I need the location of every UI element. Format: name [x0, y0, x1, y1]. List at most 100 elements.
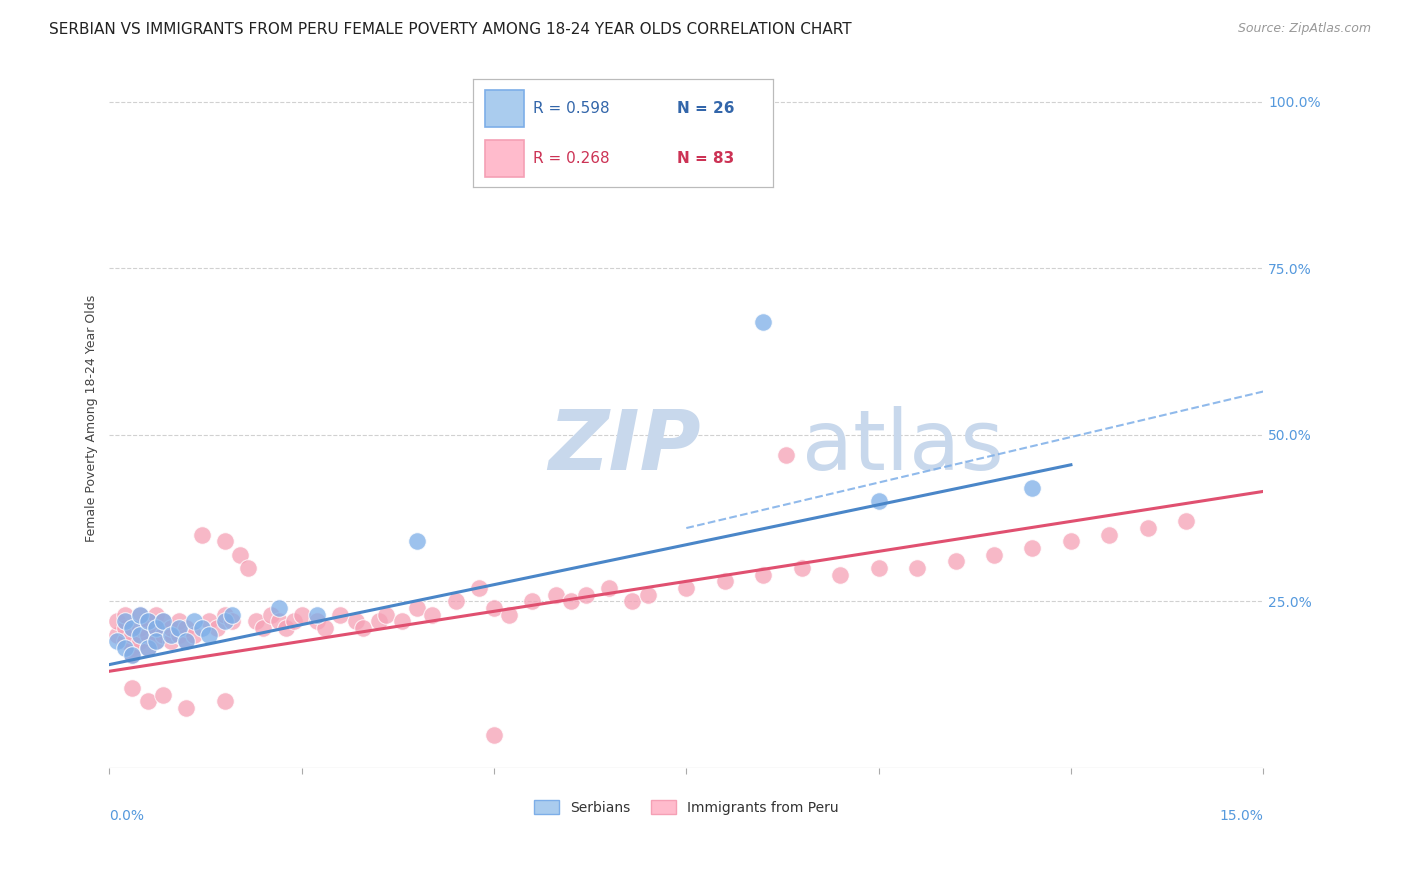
- Point: [1098, 527, 1121, 541]
- Text: 15.0%: 15.0%: [1219, 809, 1263, 823]
- Point: [121, 640, 143, 655]
- Point: [1021, 541, 1043, 555]
- Point: [260, 607, 283, 622]
- Point: [160, 627, 183, 641]
- Point: [1136, 521, 1159, 535]
- Point: [105, 634, 128, 648]
- Point: [329, 607, 352, 622]
- Point: [198, 627, 221, 641]
- Point: [375, 607, 398, 622]
- Point: [152, 615, 174, 629]
- Point: [467, 581, 489, 595]
- Point: [160, 634, 183, 648]
- Point: [167, 621, 190, 635]
- Point: [121, 681, 143, 695]
- Legend: Serbians, Immigrants from Peru: Serbians, Immigrants from Peru: [529, 795, 845, 821]
- Point: [267, 601, 290, 615]
- Point: [790, 561, 813, 575]
- Point: [136, 615, 159, 629]
- Point: [498, 607, 520, 622]
- Point: [945, 554, 967, 568]
- Point: [167, 615, 190, 629]
- Point: [905, 561, 928, 575]
- Point: [136, 640, 159, 655]
- Point: [1021, 481, 1043, 495]
- Point: [221, 615, 243, 629]
- Point: [183, 627, 205, 641]
- Point: [152, 615, 174, 629]
- Point: [236, 561, 259, 575]
- Point: [482, 727, 505, 741]
- Point: [152, 688, 174, 702]
- Point: [307, 607, 329, 622]
- Point: [1060, 534, 1083, 549]
- Point: [136, 694, 159, 708]
- Point: [713, 574, 735, 589]
- Point: [367, 615, 389, 629]
- Point: [406, 534, 429, 549]
- Point: [482, 601, 505, 615]
- Point: [544, 588, 567, 602]
- Point: [152, 627, 174, 641]
- Point: [129, 627, 152, 641]
- Point: [868, 561, 890, 575]
- Point: [283, 615, 305, 629]
- Point: [176, 621, 198, 635]
- Point: [198, 615, 221, 629]
- Point: [121, 621, 143, 635]
- Point: [214, 615, 236, 629]
- Point: [145, 634, 167, 648]
- Point: [214, 607, 236, 622]
- Y-axis label: Female Poverty Among 18-24 Year Olds: Female Poverty Among 18-24 Year Olds: [86, 294, 98, 541]
- Point: [114, 640, 136, 655]
- Point: [145, 621, 167, 635]
- Point: [136, 640, 159, 655]
- Point: [252, 621, 274, 635]
- Point: [136, 627, 159, 641]
- Point: [114, 634, 136, 648]
- Point: [145, 634, 167, 648]
- Point: [229, 548, 252, 562]
- Point: [176, 634, 198, 648]
- Point: [190, 621, 212, 635]
- Point: [145, 621, 167, 635]
- Point: [868, 494, 890, 508]
- Point: [129, 607, 152, 622]
- Point: [575, 588, 598, 602]
- Point: [830, 567, 852, 582]
- Point: [121, 648, 143, 662]
- Point: [167, 627, 190, 641]
- Point: [214, 694, 236, 708]
- Text: atlas: atlas: [801, 406, 1004, 487]
- Point: [675, 581, 697, 595]
- Point: [145, 607, 167, 622]
- Point: [752, 315, 775, 329]
- Point: [344, 615, 367, 629]
- Point: [114, 607, 136, 622]
- Point: [176, 634, 198, 648]
- Point: [391, 615, 413, 629]
- Text: ZIP: ZIP: [548, 406, 700, 487]
- Point: [136, 615, 159, 629]
- Point: [276, 621, 298, 635]
- Point: [1175, 515, 1198, 529]
- Point: [314, 621, 336, 635]
- Point: [752, 567, 775, 582]
- Point: [129, 634, 152, 648]
- Point: [105, 615, 128, 629]
- Point: [291, 607, 314, 622]
- Point: [176, 701, 198, 715]
- Point: [214, 534, 236, 549]
- Text: Source: ZipAtlas.com: Source: ZipAtlas.com: [1237, 22, 1371, 36]
- Point: [221, 607, 243, 622]
- Point: [190, 527, 212, 541]
- Point: [114, 621, 136, 635]
- Point: [129, 607, 152, 622]
- Point: [522, 594, 544, 608]
- Point: [160, 621, 183, 635]
- Point: [775, 448, 797, 462]
- Point: [114, 615, 136, 629]
- Point: [406, 601, 429, 615]
- Text: 0.0%: 0.0%: [110, 809, 145, 823]
- Point: [205, 621, 228, 635]
